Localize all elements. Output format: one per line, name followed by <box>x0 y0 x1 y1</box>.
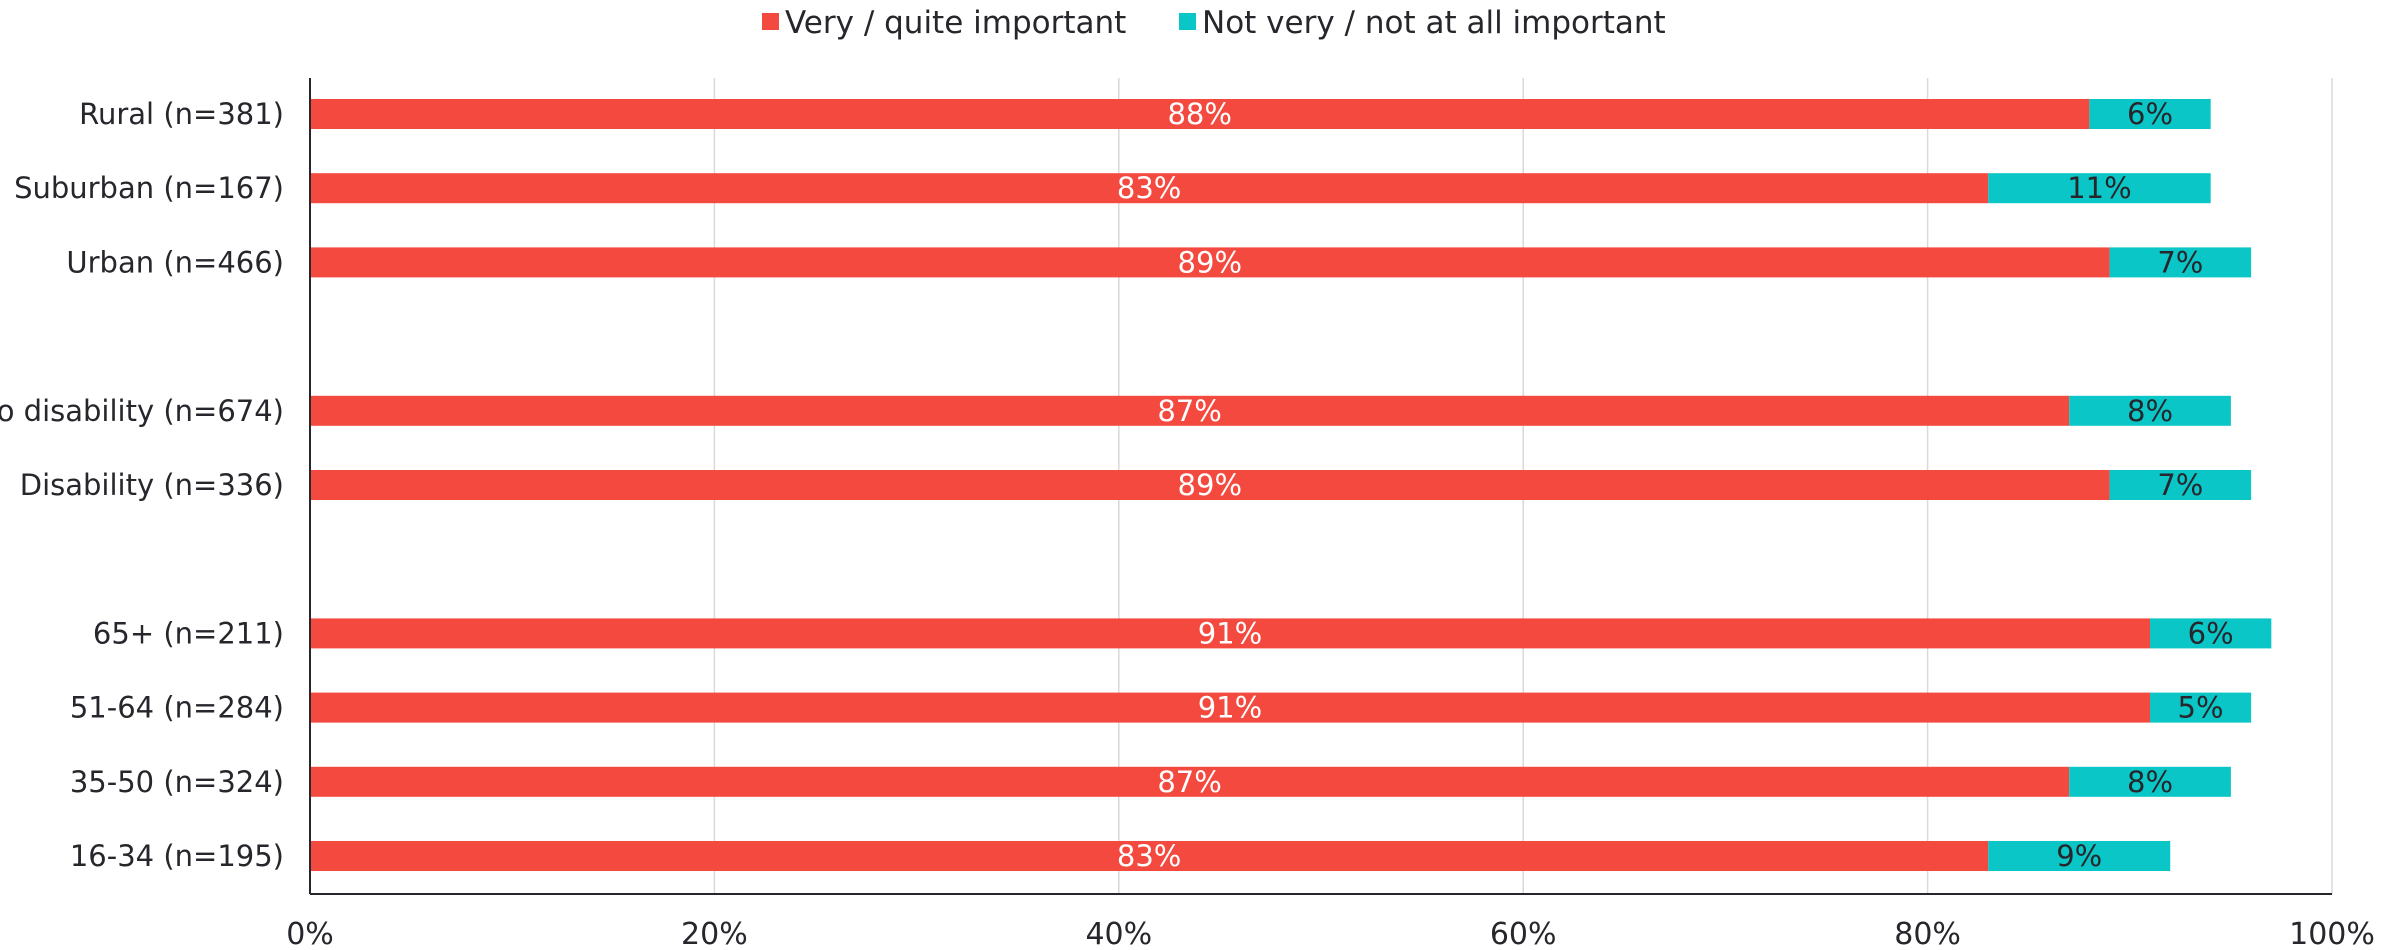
bar-segment <box>310 766 2070 797</box>
bar-segment <box>310 99 2090 129</box>
data-label: 87% <box>1157 765 1221 799</box>
legend-swatch <box>1179 13 1196 30</box>
axes: 0% 20% 40% 60% 80% 100% Rural (n=381) Suburban … <box>0 78 2375 950</box>
x-tick-label: 80% <box>1894 917 1961 950</box>
data-label: 87% <box>1157 394 1221 428</box>
category-label: Suburban (n=167) <box>14 171 284 205</box>
category-label: No disability (n=674) <box>0 394 284 428</box>
bars: 88% 6% 83% 11% 89% 7% 87% 8% 89% 7% 91% 6% 91% 5% 87% 8… <box>310 97 2272 873</box>
data-label: 83% <box>1117 839 1181 873</box>
bar-segment <box>310 395 2070 426</box>
data-label: 8% <box>2127 765 2173 799</box>
bar-segment <box>1988 173 2211 204</box>
bar-segment <box>2069 766 2231 797</box>
data-label: 89% <box>1178 245 1242 279</box>
data-label: 89% <box>1178 468 1242 502</box>
data-label: 5% <box>2178 691 2224 725</box>
data-label: 83% <box>1117 171 1181 205</box>
data-label: 7% <box>2157 245 2203 279</box>
x-tick-label: 40% <box>1085 917 1152 950</box>
bar-segment <box>310 470 2110 500</box>
category-label: 65+ (n=211) <box>93 616 284 650</box>
data-label: 9% <box>2056 839 2102 873</box>
bar-segment <box>310 692 2151 723</box>
bar-segment <box>310 618 2151 649</box>
legend-label: Not very / not at all important <box>1202 5 1666 41</box>
x-tick-label: 0% <box>286 917 334 950</box>
legend-label: Very / quite important <box>785 5 1126 41</box>
data-label: 91% <box>1198 691 1262 725</box>
data-label: 8% <box>2127 394 2173 428</box>
bar-segment <box>310 173 1989 204</box>
category-label: 35-50 (n=324) <box>70 765 284 799</box>
x-tick-label: 60% <box>1490 917 1557 950</box>
bar-segment <box>2089 99 2211 129</box>
legend-swatch <box>762 13 779 30</box>
data-label: 7% <box>2157 468 2203 502</box>
bar-segment <box>2150 692 2252 723</box>
bar-segment <box>2069 395 2231 426</box>
bar-segment <box>310 247 2110 278</box>
x-tick-label: 20% <box>681 917 748 950</box>
x-tick-label: 100% <box>2289 917 2375 950</box>
bar-segment <box>2109 247 2252 278</box>
data-label: 6% <box>2127 97 2173 131</box>
legend: Very / quite important Not very / not at … <box>762 5 1666 41</box>
bar-segment <box>2150 618 2272 649</box>
category-label: Urban (n=466) <box>66 245 284 279</box>
bar-segment <box>1988 841 2171 871</box>
bar-segment <box>2109 470 2252 500</box>
data-label: 91% <box>1198 616 1262 650</box>
bar-segment <box>310 841 1989 871</box>
category-label: 16-34 (n=195) <box>70 839 284 873</box>
category-label: 51-64 (n=284) <box>70 691 284 725</box>
category-label: Rural (n=381) <box>79 97 284 131</box>
category-label: Disability (n=336) <box>20 468 284 502</box>
data-label: 6% <box>2188 616 2234 650</box>
data-label: 88% <box>1167 97 1231 131</box>
data-label: 11% <box>2067 171 2131 205</box>
